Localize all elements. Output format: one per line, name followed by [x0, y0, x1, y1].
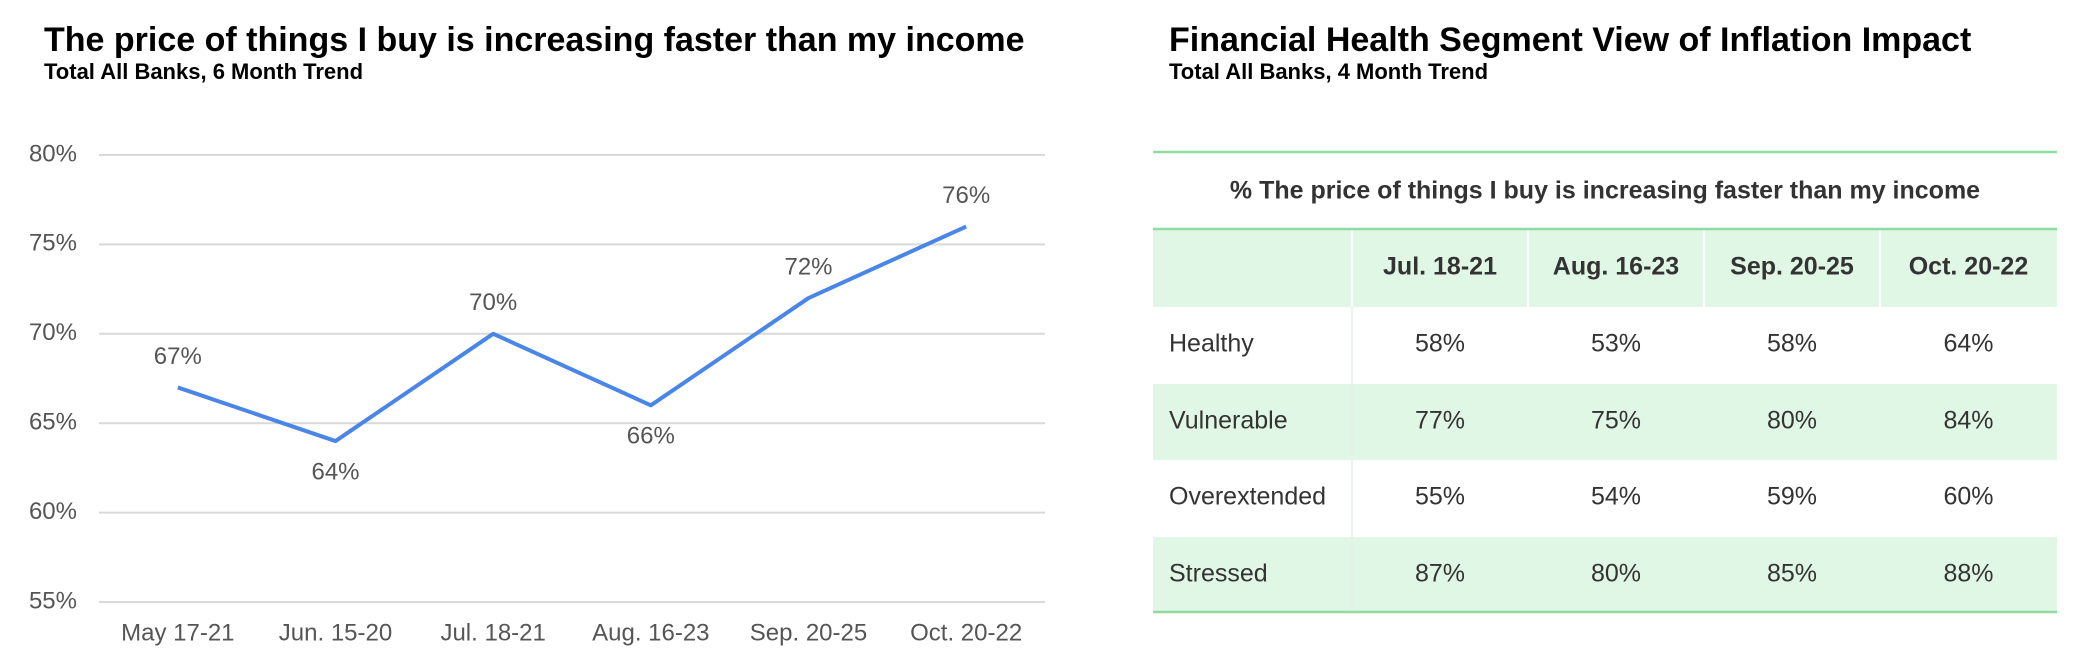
chart-title: The price of things I buy is increasing … [44, 21, 1025, 59]
y-tick-label: 80% [29, 140, 77, 167]
table-cell: 85% [1767, 560, 1817, 588]
table-cell: 87% [1415, 560, 1465, 588]
table-cell: 88% [1943, 560, 1993, 588]
table-cell: 59% [1767, 483, 1817, 511]
table-cell: 55% [1415, 483, 1465, 511]
y-tick-label: 60% [29, 498, 77, 525]
table-cell: 84% [1943, 407, 1993, 435]
data-label: 66% [627, 423, 675, 450]
column-header: Oct. 20-22 [1909, 253, 2029, 281]
table-cell: 58% [1767, 330, 1817, 358]
table-cell: 53% [1591, 330, 1641, 358]
row-label: Overextended [1169, 483, 1326, 511]
table-cell: 80% [1767, 407, 1817, 435]
y-tick-label: 65% [29, 409, 77, 436]
x-tick-label: Jun. 15-20 [279, 619, 392, 646]
table-caption: % The price of things I buy is increasin… [1230, 177, 1980, 205]
header-bg [1153, 229, 2057, 307]
x-tick-label: Jul. 18-21 [440, 619, 545, 646]
x-tick-label: Sep. 20-25 [750, 619, 867, 646]
y-tick-label: 75% [29, 230, 77, 257]
table-subtitle: Total All Banks, 4 Month Trend [1169, 59, 1488, 84]
chart-subtitle: Total All Banks, 6 Month Trend [44, 59, 363, 84]
data-label: 64% [311, 458, 359, 485]
row-label: Stressed [1169, 560, 1268, 588]
table-cell: 60% [1943, 483, 1993, 511]
table-cell: 77% [1415, 407, 1465, 435]
table-title: Financial Health Segment View of Inflati… [1169, 21, 1971, 59]
column-header: Sep. 20-25 [1730, 253, 1854, 281]
y-tick-label: 70% [29, 319, 77, 346]
data-label: 70% [469, 289, 517, 316]
data-label: 76% [942, 182, 990, 209]
data-label: 72% [784, 253, 832, 280]
row-label: Vulnerable [1169, 407, 1288, 435]
x-tick-label: Oct. 20-22 [910, 619, 1022, 646]
row-label: Healthy [1169, 330, 1254, 358]
table-cell: 80% [1591, 560, 1641, 588]
y-tick-label: 55% [29, 587, 77, 614]
row-bg [1153, 537, 2057, 613]
column-header: Aug. 16-23 [1553, 253, 1679, 281]
table-cell: 54% [1591, 483, 1641, 511]
table-cell: 75% [1591, 407, 1641, 435]
column-header: Jul. 18-21 [1383, 253, 1497, 281]
table-cell: 58% [1415, 330, 1465, 358]
line [177, 224, 967, 444]
x-tick-label: Aug. 16-23 [592, 619, 709, 646]
table-cell: 64% [1943, 330, 1993, 358]
row-bg [1153, 384, 2057, 460]
data-label: 67% [154, 343, 202, 370]
x-tick-label: May 17-21 [121, 619, 234, 646]
